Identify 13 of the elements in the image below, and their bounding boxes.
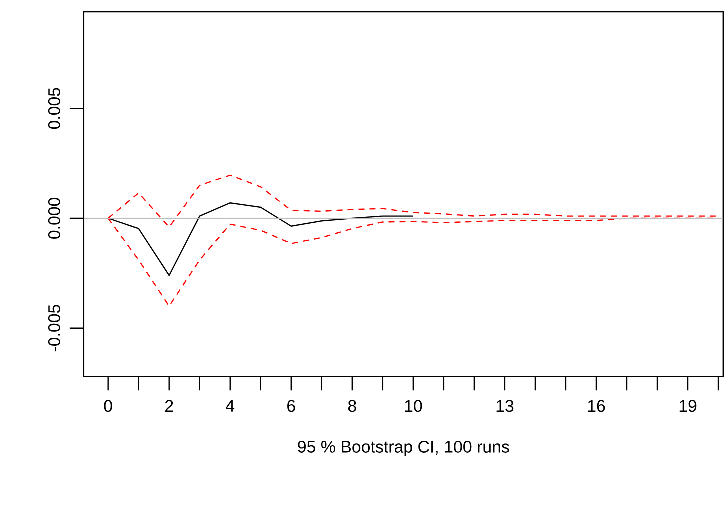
x-tick-label: 8 [348,400,356,412]
x-axis-title: 95 % Bootstrap CI, 100 runs [298,441,510,457]
x-tick-label: 4 [226,400,235,412]
y-tick-label: 0.005 [48,88,60,130]
x-tick-label: 0 [104,400,112,412]
x-tick-label: 16 [588,400,606,412]
y-tick-label: -0.005 [48,305,60,352]
x-tick-label: 19 [680,400,697,412]
x-tick-label: 2 [166,400,174,412]
x-tick-label: 13 [496,400,514,412]
x-tick-label: 10 [405,400,422,412]
y-tick-label: 0.000 [48,198,60,240]
x-tick-label: 6 [288,400,296,412]
